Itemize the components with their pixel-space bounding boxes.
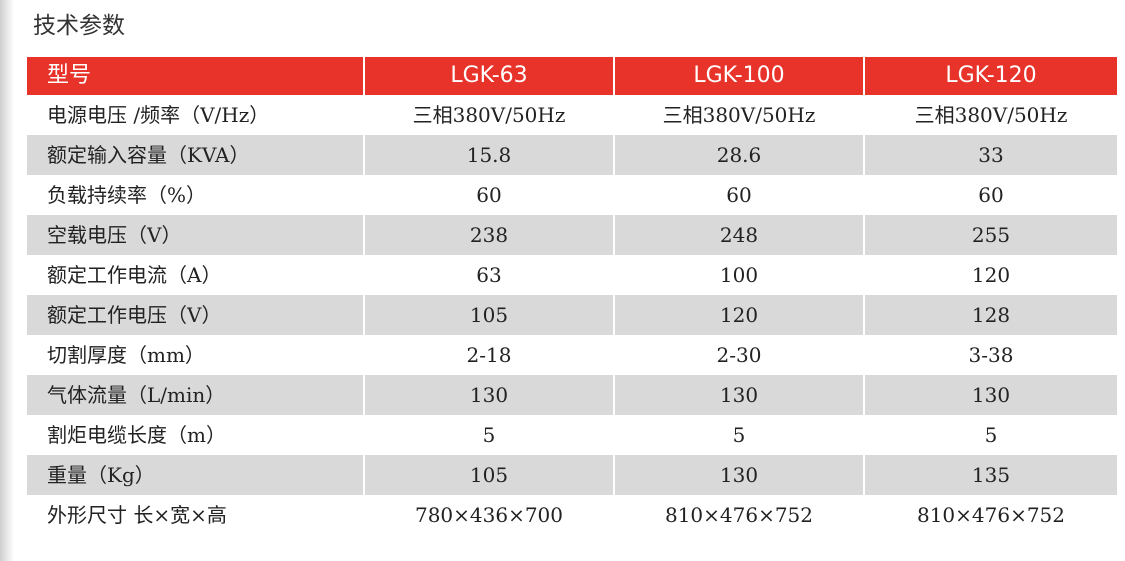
label-cell: 额定工作电流（A） xyxy=(27,255,365,295)
value-cell: 60 xyxy=(978,183,1004,207)
value-cell: 780×436×700 xyxy=(365,495,615,535)
label-cell: 额定工作电压（V） xyxy=(27,295,365,335)
label-cell: 外形尺寸 长×宽×高 xyxy=(27,495,365,535)
table-row: 重量（Kg） 105 130 135 xyxy=(27,455,1117,495)
value-cell: 120 xyxy=(971,263,1011,287)
value-cell: 28.6 xyxy=(615,135,865,175)
value-cell: 105 xyxy=(365,295,615,335)
value-cell: 238 xyxy=(365,215,615,255)
spec-table: 型号 LGK-63 LGK-100 LGK-120 电源电压 /频率（V/Hz） 三相38… xyxy=(27,57,1117,535)
label-cell: 额定输入容量（KVA） xyxy=(27,135,365,175)
header-cell: LGK-120 xyxy=(945,63,1037,88)
table-row: 空载电压（V） 238 248 255 xyxy=(27,215,1117,255)
value-cell: 3-38 xyxy=(968,343,1014,367)
value-cell: 100 xyxy=(615,255,865,295)
value-cell: 130 xyxy=(615,375,865,415)
label-cell: 负载持续率（%） xyxy=(27,175,365,215)
value-cell: 5 xyxy=(365,415,615,455)
table-row: 割炬电缆长度（m） 5 5 5 xyxy=(27,415,1117,455)
value-cell: 15.8 xyxy=(365,135,615,175)
label-cell: 电源电压 /频率（V/Hz） xyxy=(27,95,365,135)
table-row: 额定工作电压（V） 105 120 128 xyxy=(27,295,1117,335)
label-cell: 切割厚度（mm） xyxy=(27,335,365,375)
value-cell: 128 xyxy=(971,303,1011,327)
value-cell: 63 xyxy=(365,255,615,295)
value-cell: 三相380V/50Hz xyxy=(615,95,865,135)
label-cell: 气体流量（L/min） xyxy=(27,375,365,415)
table-row: 额定输入容量（KVA） 15.8 28.6 33 xyxy=(27,135,1117,175)
table-row: 电源电压 /频率（V/Hz） 三相380V/50Hz 三相380V/50Hz 三相38… xyxy=(27,95,1117,135)
value-cell: 105 xyxy=(365,455,615,495)
value-cell: 135 xyxy=(971,463,1011,487)
value-cell: 120 xyxy=(615,295,865,335)
value-cell: 2-18 xyxy=(365,335,615,375)
header-cell: 型号 xyxy=(27,57,365,95)
section-title: 技术参数 xyxy=(33,13,125,39)
table-row: 气体流量（L/min） 130 130 130 xyxy=(27,375,1117,415)
value-cell: 130 xyxy=(365,375,615,415)
value-cell: 60 xyxy=(365,175,615,215)
value-cell: 248 xyxy=(615,215,865,255)
value-cell: 130 xyxy=(615,455,865,495)
value-cell: 255 xyxy=(971,223,1011,247)
value-cell: 810×476×752 xyxy=(916,503,1066,527)
header-cell: LGK-100 xyxy=(615,57,865,95)
header-row: 型号 LGK-63 LGK-100 LGK-120 xyxy=(27,57,1117,95)
value-cell: 5 xyxy=(615,415,865,455)
value-cell: 5 xyxy=(984,423,998,447)
label-cell: 重量（Kg） xyxy=(27,455,365,495)
table-row: 外形尺寸 长×宽×高 780×436×700 810×476×752 810×476×… xyxy=(27,495,1117,535)
value-cell: 810×476×752 xyxy=(615,495,865,535)
table-row: 切割厚度（mm） 2-18 2-30 3-38 xyxy=(27,335,1117,375)
value-cell: 三相380V/50Hz xyxy=(365,95,615,135)
label-cell: 空载电压（V） xyxy=(27,215,365,255)
value-cell: 60 xyxy=(615,175,865,215)
table-row: 额定工作电流（A） 63 100 120 xyxy=(27,255,1117,295)
value-cell: 130 xyxy=(971,383,1011,407)
value-cell: 三相380V/50Hz xyxy=(914,103,1068,127)
table-row: 负载持续率（%） 60 60 60 xyxy=(27,175,1117,215)
label-cell: 割炬电缆长度（m） xyxy=(27,415,365,455)
value-cell: 2-30 xyxy=(615,335,865,375)
header-cell: LGK-63 xyxy=(365,57,615,95)
value-cell: 33 xyxy=(978,143,1004,167)
page-edge-shadow xyxy=(0,0,14,561)
